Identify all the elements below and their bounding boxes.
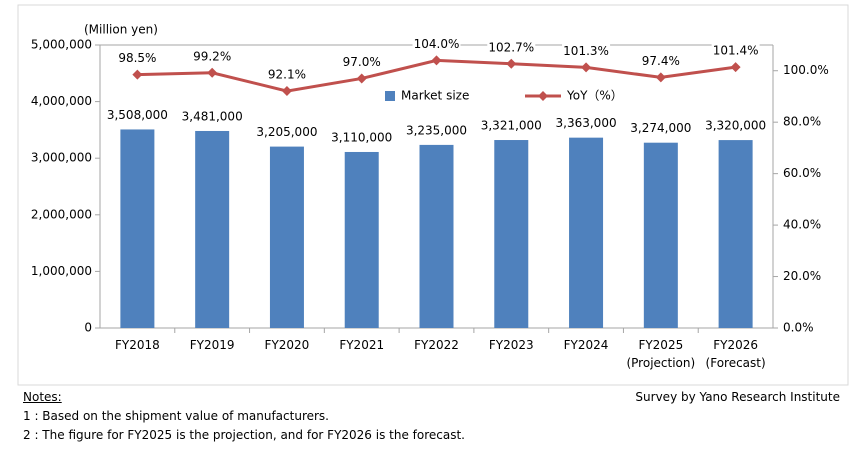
- line-marker: [506, 58, 517, 69]
- legend-label: Market size: [401, 89, 469, 103]
- label-bg: [562, 43, 611, 59]
- legend-swatch: [385, 91, 395, 101]
- label-bg: [412, 36, 461, 52]
- bar: [120, 129, 155, 328]
- y-tick-label: 5,000,000: [31, 38, 92, 52]
- bar-value-label: 3,321,000: [481, 119, 542, 133]
- x-tick-label: FY2018: [114, 338, 160, 352]
- notes-title: Notes:: [23, 390, 62, 404]
- line-marker: [281, 86, 292, 97]
- bar-value-label: 3,320,000: [705, 119, 766, 133]
- y2-tick-label: 0.0%: [783, 321, 814, 335]
- note: 2 : The figure for FY2025 is the project…: [23, 428, 465, 442]
- x-tick-label: FY2024: [563, 338, 609, 352]
- bar: [569, 137, 604, 328]
- x-tick-label: FY2025 (Projection): [626, 338, 696, 370]
- line-value-label: 98.5%: [118, 51, 156, 65]
- bar-value-label: 3,110,000: [331, 130, 392, 144]
- bar-value-label: 3,508,000: [107, 108, 168, 122]
- line-value-label: 97.0%: [343, 55, 381, 69]
- line-value-label: 92.1%: [268, 68, 306, 82]
- y2-tick-label: 80.0%: [783, 115, 821, 129]
- y-tick-label: 4,000,000: [31, 94, 92, 108]
- label-bg: [188, 48, 237, 64]
- line-value-label: 99.2%: [193, 49, 231, 63]
- label-bg: [487, 39, 536, 55]
- line-marker: [730, 62, 741, 73]
- bar: [718, 140, 753, 328]
- line-marker: [207, 67, 218, 78]
- y2-tick-label: 100.0%: [783, 63, 829, 77]
- line-marker: [132, 69, 143, 80]
- bar: [494, 140, 529, 328]
- legend-label: YoY（%）: [566, 89, 623, 103]
- bar: [344, 151, 379, 328]
- x-tick-label: FY2022: [414, 338, 459, 352]
- y-tick-label: 3,000,000: [31, 151, 92, 165]
- line-marker: [356, 73, 367, 84]
- note: 1 : Based on the shipment value of manuf…: [23, 409, 329, 423]
- x-tick-label: FY2021: [339, 338, 385, 352]
- line-marker: [581, 62, 592, 73]
- y-tick-label: 0: [84, 321, 92, 335]
- bar: [643, 142, 678, 328]
- label-bg: [337, 54, 386, 70]
- label-bg: [711, 43, 760, 59]
- bar: [269, 146, 304, 328]
- x-tick-label: FY2020: [264, 338, 310, 352]
- y2-tick-label: 60.0%: [783, 166, 821, 180]
- legend-marker: [538, 91, 548, 101]
- y2-tick-label: 40.0%: [783, 218, 821, 232]
- x-tick-label: FY2023: [488, 338, 534, 352]
- y-axis-label: (Million yen): [84, 23, 158, 37]
- bar: [419, 144, 454, 328]
- label-bg: [262, 67, 311, 83]
- line-marker: [655, 72, 666, 83]
- chart-frame: [17, 4, 849, 386]
- y2-tick-label: 20.0%: [783, 269, 821, 283]
- label-bg: [113, 50, 162, 66]
- y-tick-label: 2,000,000: [31, 207, 92, 221]
- bar-value-label: 3,274,000: [630, 121, 691, 135]
- bar-value-label: 3,205,000: [256, 125, 317, 139]
- bar-value-label: 3,481,000: [182, 109, 243, 123]
- y-tick-label: 1,000,000: [31, 264, 92, 278]
- line-value-label: 102.7%: [488, 40, 534, 54]
- x-tick-label: FY2019: [189, 338, 235, 352]
- line-marker: [431, 55, 442, 66]
- line-value-label: 101.3%: [563, 44, 609, 58]
- bar-value-label: 3,363,000: [556, 116, 617, 130]
- bar-value-label: 3,235,000: [406, 123, 467, 137]
- bar: [195, 130, 230, 328]
- label-bg: [636, 53, 685, 69]
- line-value-label: 97.4%: [642, 54, 680, 68]
- x-tick-label: FY2026 (Forecast): [705, 338, 766, 370]
- line-value-label: 101.4%: [713, 44, 759, 58]
- line-value-label: 104.0%: [414, 37, 460, 51]
- source: Survey by Yano Research Institute: [635, 390, 840, 404]
